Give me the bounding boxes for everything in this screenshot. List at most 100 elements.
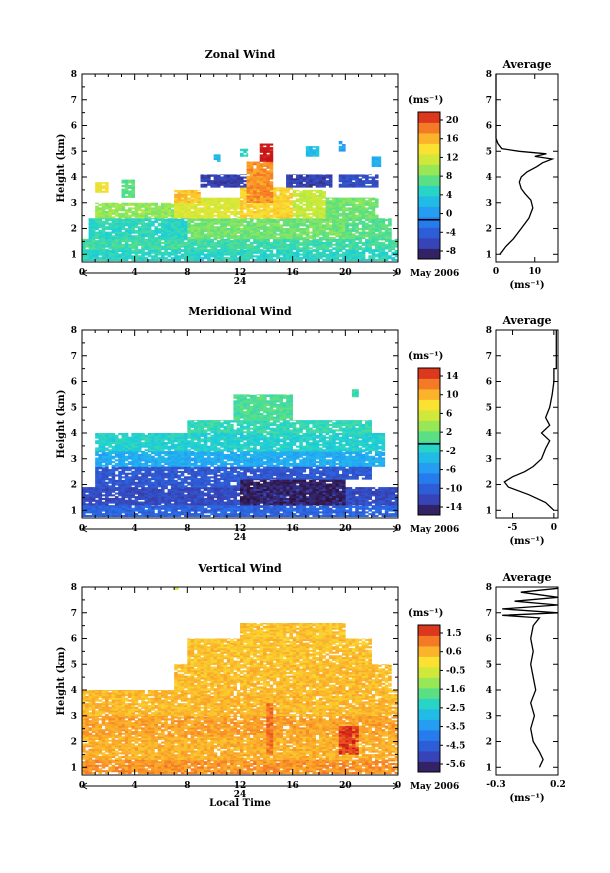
heatmap-cell [351, 241, 356, 245]
heatmap-cell [197, 207, 201, 210]
heatmap-cell [305, 214, 310, 217]
heatmap-cell [193, 241, 198, 245]
heatmap-cell [319, 224, 323, 227]
heatmap-cell [289, 207, 293, 210]
heatmap-cell [216, 197, 221, 199]
heatmap-cell [299, 200, 303, 203]
heatmap-cell [253, 173, 257, 177]
heatmap-cell [223, 514, 228, 518]
heatmap-cell [184, 503, 188, 506]
heatmap-cell [118, 214, 122, 217]
heatmap-cell [256, 255, 261, 258]
heatmap-cell [193, 209, 198, 212]
heatmap-cell [111, 501, 116, 504]
heatmap-cell [207, 249, 211, 252]
heatmap-cell [121, 501, 126, 504]
heatmap-cell [184, 222, 188, 225]
heatmap-cell [200, 209, 205, 212]
heatmap-cell [289, 180, 293, 183]
heatmap-cell [187, 503, 191, 506]
heatmap-cell [177, 199, 182, 202]
heatmap-cell [263, 157, 267, 161]
heatmap-cell [358, 220, 363, 223]
heatmap-cell [137, 494, 142, 497]
heatmap-cell [220, 181, 224, 185]
heatmap-cell [309, 149, 313, 152]
heatmap-cell [328, 228, 333, 231]
heatmap-cell [335, 216, 340, 219]
heatmap-cell [101, 226, 106, 229]
heatmap-cell [230, 494, 234, 497]
heatmap-cell [164, 209, 168, 212]
heatmap-cell [345, 181, 349, 185]
heatmap-cell [210, 505, 214, 507]
heatmap-cell [105, 251, 109, 254]
heatmap-cell [253, 258, 257, 262]
heatmap-cell [289, 214, 293, 217]
heatmap-cell [223, 487, 228, 490]
heatmap-cell [345, 198, 349, 201]
heatmap-cell [351, 229, 356, 232]
heatmap-cell [309, 251, 313, 254]
heatmap-cell [216, 245, 221, 248]
heatmap-cell [101, 238, 106, 241]
heatmap-cell [200, 507, 205, 510]
heatmap-cell [355, 181, 359, 185]
heatmap-cell [256, 251, 261, 254]
heatmap-cell [335, 220, 340, 223]
heatmap-cell [263, 212, 267, 215]
heatmap-cell [226, 499, 231, 502]
heatmap-cell [289, 220, 293, 223]
heatmap-cell [391, 241, 396, 245]
heatmap-cell [108, 488, 112, 491]
heatmap-cell [335, 258, 340, 262]
heatmap-cell [365, 238, 369, 241]
heatmap-cell [282, 200, 287, 203]
heatmap-cell [348, 198, 353, 201]
heatmap-cell [114, 243, 119, 246]
heatmap-cell [292, 245, 297, 248]
heatmap-cell [216, 249, 221, 251]
heatmap-cell [131, 245, 135, 248]
heatmap-cell [157, 245, 162, 248]
heatmap-cell [174, 492, 178, 495]
heatmap-cell [226, 497, 231, 501]
heatmap-cell [371, 511, 376, 514]
heatmap-cell [315, 241, 320, 245]
heatmap-cell [134, 235, 139, 238]
heatmap-cell [361, 237, 366, 240]
heatmap-cell [345, 185, 349, 188]
heatmap-cell [82, 243, 86, 246]
heatmap-cell [180, 214, 185, 217]
heatmap-cell [315, 196, 320, 199]
heatmap-cell [272, 247, 277, 250]
heatmap-cell [282, 235, 287, 238]
heatmap-cell [282, 511, 287, 514]
heatmap-cell [361, 258, 366, 262]
heatmap-cell [325, 211, 330, 214]
heatmap-cell [108, 253, 112, 256]
heatmap-cell [203, 488, 208, 491]
heatmap-cell [240, 189, 244, 192]
heatmap-cell [164, 505, 168, 508]
heatmap-cell [157, 240, 162, 243]
heatmap-cell [124, 509, 129, 512]
heatmap-cell [95, 214, 99, 217]
heatmap-cell [200, 211, 205, 214]
heatmap-cell [220, 245, 224, 248]
heatmap-cell [88, 245, 93, 248]
heatmap-cell [246, 231, 251, 234]
heatmap-cell [180, 224, 185, 227]
heatmap-cell [121, 228, 126, 231]
heatmap-cell [345, 237, 349, 240]
heatmap-cell [134, 253, 139, 256]
heatmap-cell [259, 200, 264, 204]
heatmap-cell [256, 249, 261, 252]
heatmap-cell [259, 220, 264, 223]
heatmap-cell [154, 249, 159, 252]
heatmap-cell [203, 511, 208, 514]
heatmap-cell [164, 505, 168, 507]
heatmap-cell [108, 216, 112, 219]
heatmap-cell [348, 507, 353, 510]
heatmap-cell [111, 202, 116, 205]
